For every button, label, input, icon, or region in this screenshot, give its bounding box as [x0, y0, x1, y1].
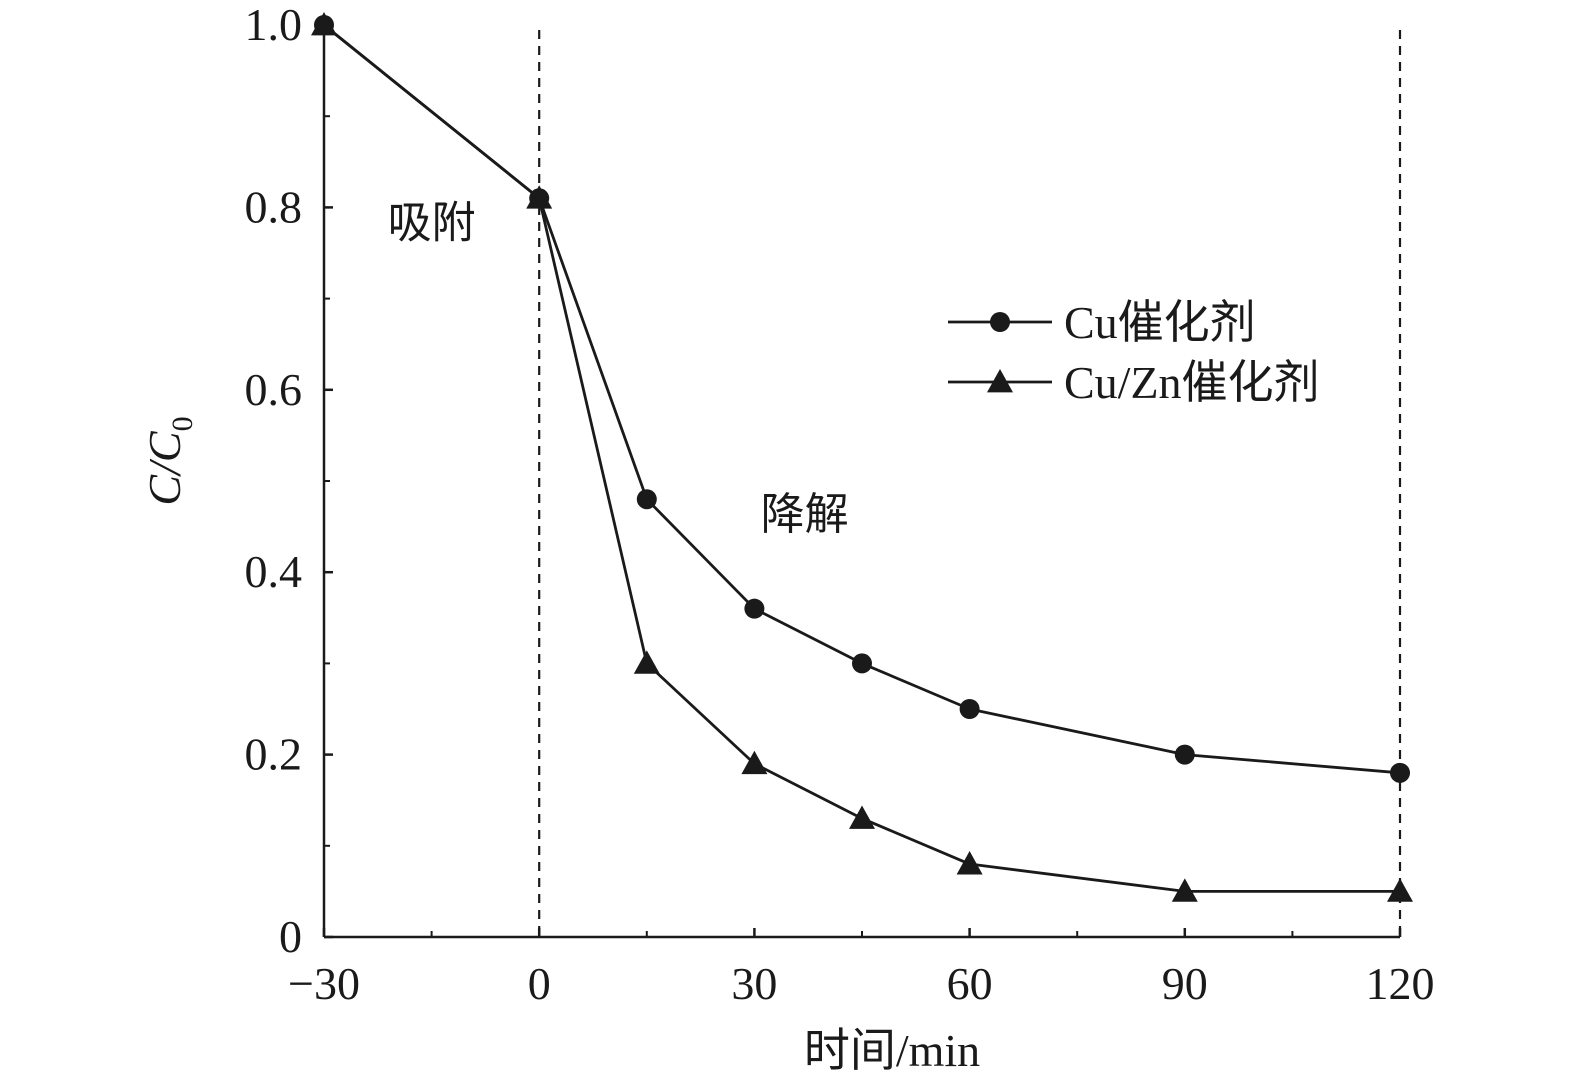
x-tick-label: 0 [528, 958, 551, 1009]
x-tick-label: 60 [947, 958, 993, 1009]
series-2 [311, 12, 1413, 902]
y-tick-label: 1.0 [245, 0, 303, 50]
x-axis-title: 时间/min [804, 1025, 980, 1076]
data-point [744, 598, 765, 619]
data-point [852, 653, 872, 674]
x-tick-label: 30 [731, 958, 777, 1009]
x-tick-label: 120 [1366, 958, 1435, 1009]
series-line [323, 23, 1401, 775]
data-point [636, 489, 657, 510]
legend-marker [990, 312, 1010, 332]
y-tick-label: 0 [279, 911, 302, 962]
y-tick-label: 0.8 [245, 181, 303, 232]
data-point [1174, 744, 1195, 765]
data-point [849, 805, 875, 829]
series-line [323, 23, 1400, 893]
phase-label: 降解 [761, 489, 849, 540]
data-point [633, 650, 660, 674]
y-axis-title-main: C/C [139, 430, 190, 505]
data-point [741, 750, 768, 775]
x-tick-label: 90 [1162, 958, 1208, 1009]
y-tick-label: 0.6 [245, 364, 303, 415]
legend: Cu催化剂 Cu/Zn催化剂 [948, 297, 1320, 408]
data-point [959, 699, 980, 719]
data-point [526, 185, 553, 209]
y-tick-label: 0.2 [245, 729, 303, 780]
legend-marker [987, 369, 1013, 393]
y-axis-title-subscript: 0 [166, 416, 199, 431]
data-point [1171, 878, 1198, 902]
x-tick-label: −30 [288, 958, 360, 1009]
legend-label: Cu催化剂 [1064, 297, 1256, 348]
data-point [1390, 762, 1410, 783]
data-point [1387, 878, 1413, 902]
legend-label: Cu/Zn催化剂 [1064, 357, 1320, 408]
plot-area [311, 12, 1413, 937]
y-axis-title: C/C0 [139, 416, 199, 505]
phase-label: 吸附 [388, 197, 476, 248]
y-tick-label: 0.4 [245, 546, 303, 597]
data-point [956, 851, 983, 875]
